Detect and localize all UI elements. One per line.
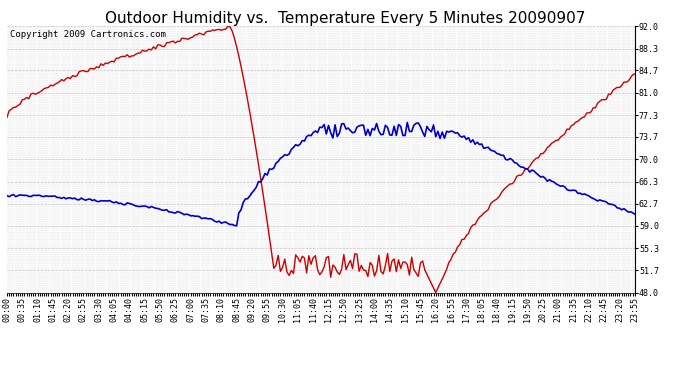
Text: Outdoor Humidity vs.  Temperature Every 5 Minutes 20090907: Outdoor Humidity vs. Temperature Every 5… [105, 11, 585, 26]
Text: Copyright 2009 Cartronics.com: Copyright 2009 Cartronics.com [10, 30, 166, 39]
